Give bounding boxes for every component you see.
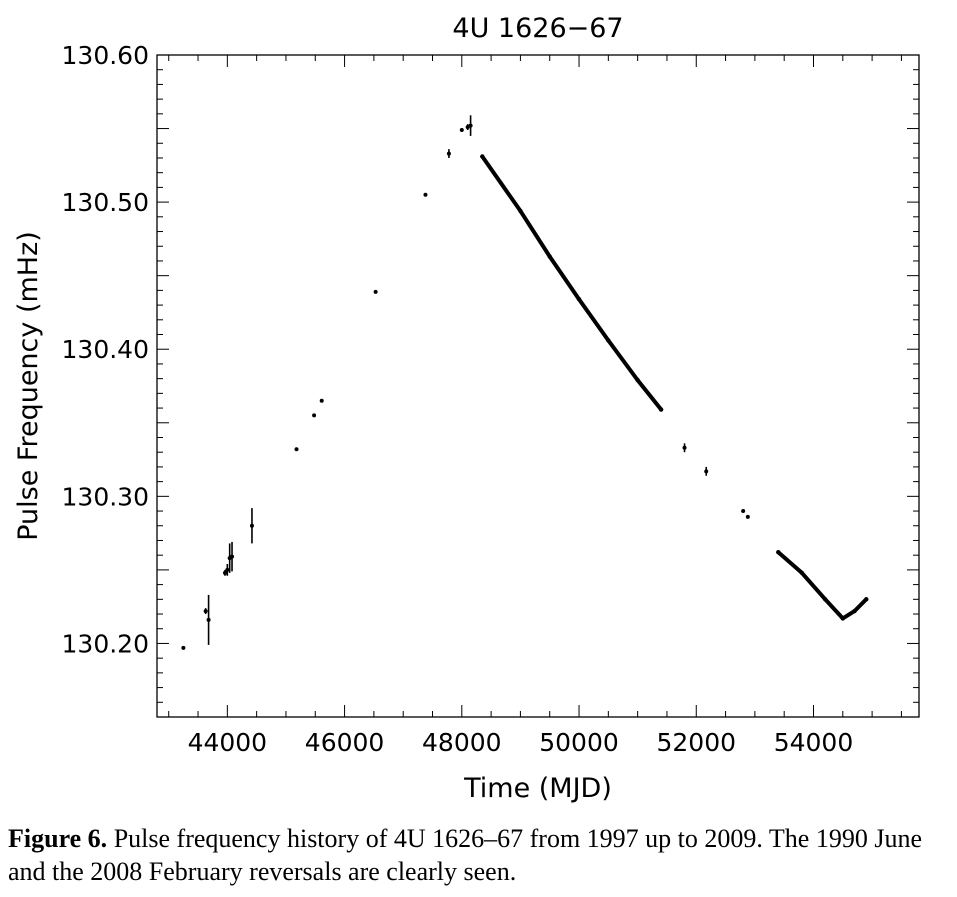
data-point [459,128,464,133]
data-point [312,413,317,418]
x-tick-label: 48000 [422,728,502,757]
data-point [225,567,230,572]
data-point [606,338,611,343]
y-tick-labels: 130.20 130.30 130.40 130.50 130.60 [62,41,149,658]
data-marks [181,115,869,650]
data-point [468,123,473,128]
data-point [181,645,186,650]
data-point [823,597,828,602]
y-tick-label: 130.20 [62,629,149,658]
caption-label: Figure 6. [8,824,108,853]
x-tick-label: 46000 [305,728,385,757]
x-tick-label: 52000 [656,728,736,757]
data-point [576,297,582,302]
data-point [249,523,254,528]
x-tick-labels: 44000 46000 48000 50000 52000 54000 [188,728,854,757]
x-axis-label: Time (MJD) [463,773,612,804]
data-point [222,570,227,575]
data-point [704,469,709,474]
figure-caption: Figure 6. Pulse frequency history of 4U … [8,822,948,888]
y-tick-label: 130.60 [62,41,149,70]
y-tick-label: 130.40 [62,335,149,364]
data-point [319,398,324,403]
data-point [518,208,523,214]
data-point [799,570,804,576]
axis-ticks [157,54,919,718]
data-point [446,151,451,156]
plot-frame [156,54,920,718]
data-point [776,550,781,555]
y-tick-label: 130.30 [62,482,149,511]
data-point [373,289,378,294]
data-point [480,154,485,159]
data-point [635,377,640,383]
chart-title: 4U 1626−67 [452,13,623,44]
caption-text: Pulse frequency history of 4U 1626–67 fr… [8,824,922,886]
data-point [741,509,746,514]
data-track [480,154,664,412]
data-point [547,254,552,259]
data-point [682,445,687,450]
x-tick-label: 54000 [774,728,854,757]
x-tick-label: 50000 [539,728,619,757]
data-point [423,192,428,197]
x-tick-label: 44000 [188,728,268,757]
y-axis-label: Pulse Frequency (mHz) [13,231,44,541]
data-track [776,550,869,621]
data-point [840,616,845,621]
data-point [206,617,211,622]
data-point [852,608,857,614]
y-tick-label: 130.50 [62,188,149,217]
data-point [230,554,235,559]
data-point [745,514,750,519]
data-point [658,407,664,412]
data-point [203,609,208,614]
data-point [864,597,869,602]
data-point [294,447,299,452]
